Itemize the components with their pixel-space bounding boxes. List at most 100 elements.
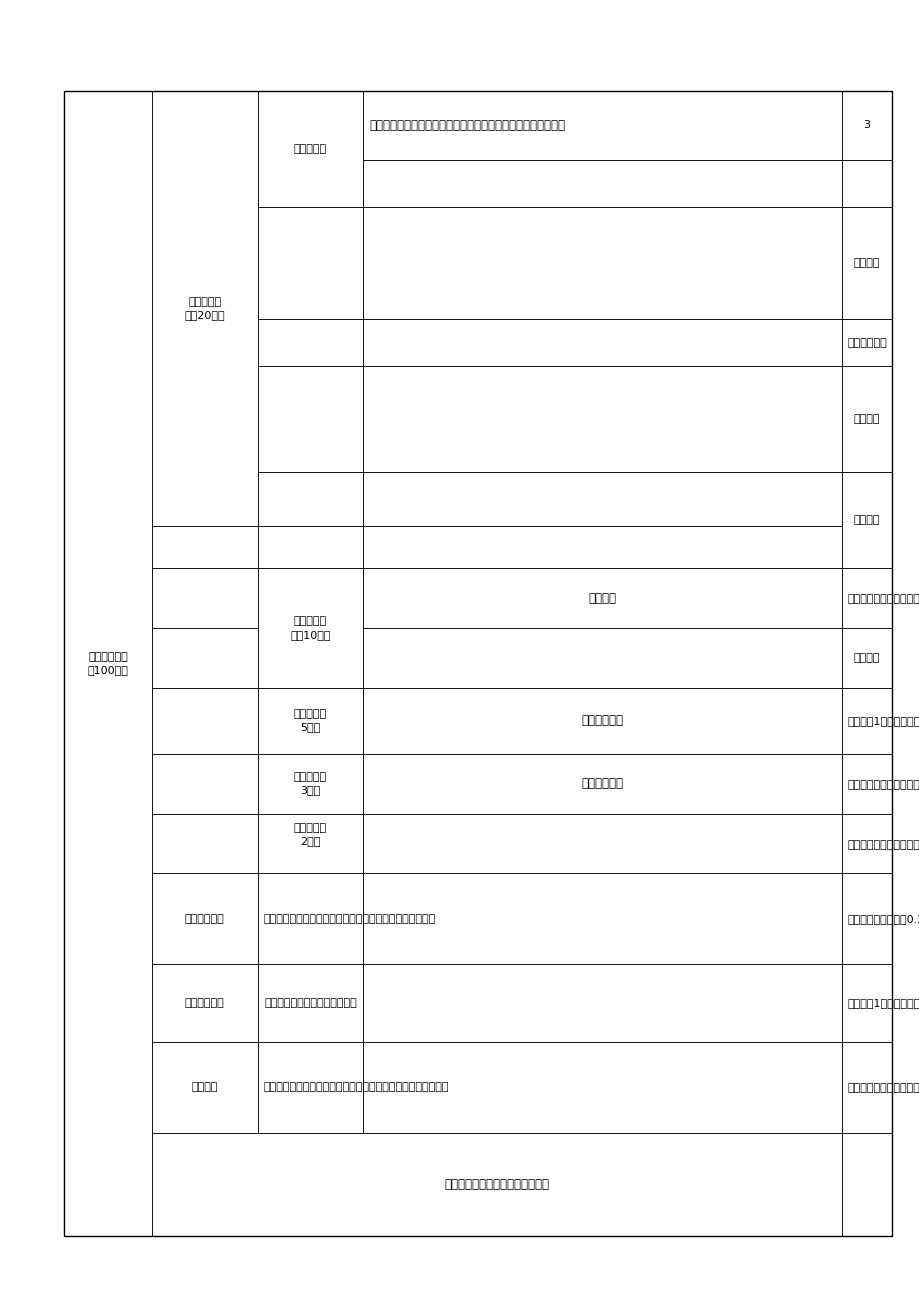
Bar (257, 526, 363, 569)
Bar (152, 1133, 841, 1236)
Bar (257, 813, 363, 873)
Text: 文体活动: 文体活动 (853, 414, 879, 424)
Bar (64, 207, 152, 319)
Bar (257, 873, 363, 964)
Bar (841, 753, 891, 813)
Bar (64, 753, 152, 813)
Bar (257, 91, 363, 160)
Text: 至少组织1次有影响的女职工流动课堂等女职工素质达标活动，有资料、有图片。: 至少组织1次有影响的女职工流动课堂等女职工素质达标活动，有资料、有图片。 (846, 716, 919, 726)
Text: 认真组织开展工人阶级宣传月活动，报送总结材料和音像资料。: 认真组织开展工人阶级宣传月活动，报送总结材料和音像资料。 (369, 118, 564, 131)
Bar (363, 1042, 841, 1133)
Bar (152, 753, 257, 813)
Bar (152, 160, 257, 207)
Bar (363, 753, 841, 813)
Bar (257, 569, 363, 628)
Bar (257, 1042, 363, 1133)
Bar (257, 813, 363, 873)
Text: 媒体报道: 媒体报道 (191, 1082, 218, 1092)
Text: 宣教文体工
作（20分）: 宣教文体工 作（20分） (184, 297, 225, 320)
Bar (152, 91, 257, 160)
Bar (841, 319, 891, 367)
Bar (64, 813, 152, 873)
Bar (363, 813, 841, 873)
Bar (257, 160, 363, 207)
Bar (152, 91, 257, 526)
Bar (363, 367, 841, 472)
Bar (841, 472, 891, 526)
Text: 宣传月活动: 宣传月活动 (293, 144, 327, 154)
Text: 不申报，每个项目扠0.2分；推荐申报并经区级以上工会组织验收通过，全国、省、市、区级各加5分、2分、1分、0.5分。: 不申报，每个项目扠0.2分；推荐申报并经区级以上工会组织验收通过，全国、省、市、… (846, 913, 919, 924)
Bar (841, 628, 891, 688)
Bar (64, 91, 152, 160)
Text: 争先创优工作: 争先创优工作 (185, 913, 224, 924)
Bar (841, 569, 891, 628)
Text: 每个街道申报一个创新工作项目: 每个街道申报一个创新工作项目 (264, 998, 357, 1008)
Bar (257, 873, 363, 964)
Bar (363, 1133, 841, 1236)
Bar (152, 367, 257, 472)
Bar (841, 526, 891, 569)
Bar (363, 964, 841, 1042)
Text: 不申报扠1分。得到全总、省、市、区推介，分别加5分、2分、1分、0.5分。: 不申报扠1分。得到全总、省、市、区推介，分别加5分、2分、1分、0.5分。 (846, 998, 919, 1008)
Bar (64, 472, 152, 526)
Text: 争创「模范职工之家」、「工人先锋号」、「芙蓉标兵岗」: 争创「模范职工之家」、「工人先锋号」、「芙蓉标兵岗」 (263, 913, 435, 924)
Bar (64, 91, 152, 1236)
Bar (64, 1133, 152, 1236)
Bar (363, 160, 841, 207)
Bar (257, 628, 363, 688)
Text: 经济技术工
作（10分）: 经济技术工 作（10分） (289, 617, 331, 640)
Bar (152, 813, 257, 873)
Bar (257, 753, 363, 813)
Bar (363, 628, 841, 688)
Text: 组织辖区范围内企业至少开展1次有影响的劳动竞赛、技术比武或技术创新活动: 组织辖区范围内企业至少开展1次有影响的劳动竞赛、技术比武或技术创新活动 (846, 593, 919, 604)
Bar (152, 1042, 257, 1133)
Bar (841, 367, 891, 472)
Text: 培训工作: 培训工作 (853, 515, 879, 526)
Bar (257, 964, 363, 1042)
Bar (841, 753, 891, 813)
Bar (841, 813, 891, 873)
Bar (64, 964, 152, 1042)
Text: 信息报道: 信息报道 (853, 258, 879, 268)
Bar (841, 319, 891, 367)
Bar (363, 526, 841, 569)
Text: 完成区总工会临时交办的各项工作任务，未完成每次0.2分。: 完成区总工会临时交办的各项工作任务，未完成每次0.2分。 (846, 839, 919, 848)
Text: 3: 3 (863, 120, 869, 130)
Text: 其他工作（
2分）: 其他工作（ 2分） (293, 822, 327, 846)
Bar (152, 873, 257, 964)
Bar (64, 160, 152, 207)
Bar (257, 319, 363, 367)
Bar (841, 873, 891, 964)
Text: 财务工作（
3分）: 财务工作（ 3分） (293, 771, 327, 795)
Bar (363, 319, 841, 367)
Bar (841, 964, 891, 1042)
Bar (363, 91, 841, 160)
Text: 业务素质培训: 业务素质培训 (581, 714, 623, 727)
Bar (841, 964, 891, 1042)
Bar (152, 472, 257, 526)
Bar (257, 753, 363, 813)
Text: 承办（协办）、参与上级工会活动: 承办（协办）、参与上级工会活动 (444, 1177, 549, 1190)
Text: 经费规范使用: 经费规范使用 (581, 777, 623, 790)
Bar (841, 628, 891, 688)
Bar (257, 1133, 363, 1236)
Bar (257, 964, 363, 1042)
Bar (841, 873, 891, 964)
Bar (64, 91, 891, 1236)
Text: 建设职工书屋: 建设职工书屋 (846, 338, 886, 347)
Bar (363, 753, 841, 813)
Text: 创新特色工作: 创新特色工作 (185, 998, 224, 1008)
Bar (257, 472, 363, 526)
Bar (257, 207, 363, 319)
Bar (841, 160, 891, 207)
Bar (841, 688, 891, 753)
Bar (152, 526, 257, 569)
Bar (363, 569, 841, 628)
Bar (841, 367, 891, 472)
Bar (257, 1042, 363, 1133)
Bar (841, 1133, 891, 1236)
Bar (841, 688, 891, 753)
Bar (363, 873, 841, 964)
Bar (64, 688, 152, 753)
Bar (152, 569, 257, 628)
